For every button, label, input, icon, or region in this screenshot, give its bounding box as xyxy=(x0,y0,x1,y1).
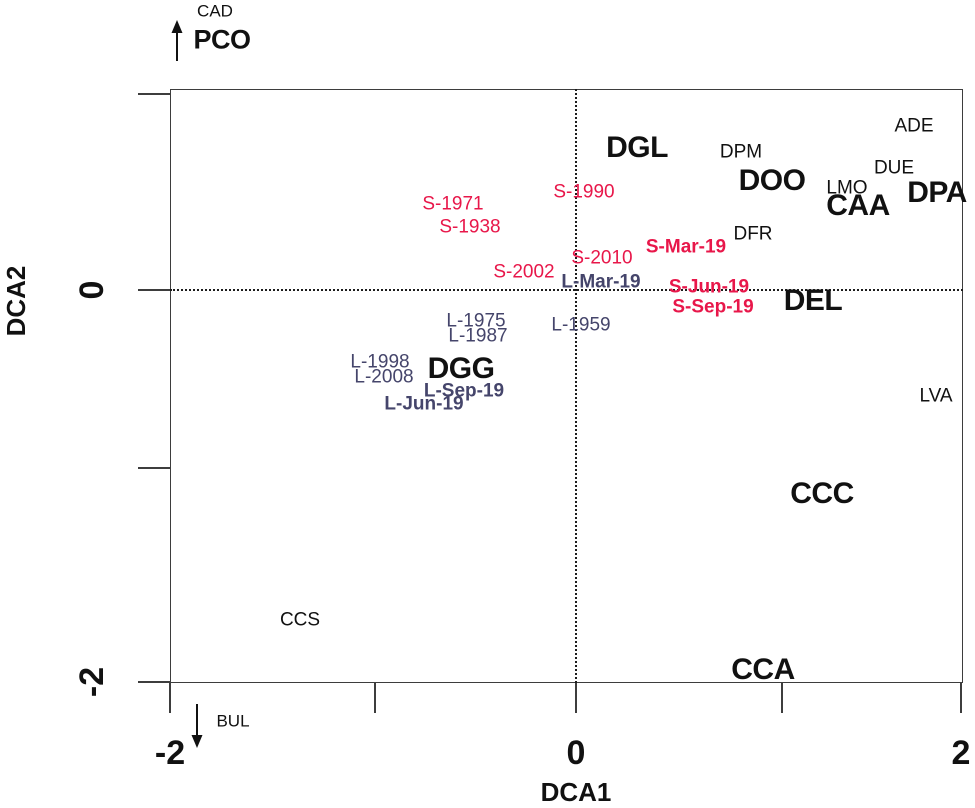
point-l-1959: L-1959 xyxy=(551,314,611,336)
x-tick-label: 2 xyxy=(951,734,971,772)
plot-area xyxy=(170,89,963,683)
y-axis-title: DCA2 xyxy=(1,265,31,337)
point-cca: CCA xyxy=(731,653,795,686)
y-tick xyxy=(138,93,170,95)
point-dgg: DGG xyxy=(427,352,495,385)
point-l-1975: L-1975 xyxy=(446,310,506,332)
point-caa: CAA xyxy=(826,189,890,222)
point-s-sep-19: S-Sep-19 xyxy=(672,296,754,318)
point-s-1938: S-1938 xyxy=(439,216,501,238)
x-tick xyxy=(960,683,962,713)
cad-label: CAD xyxy=(197,1,233,21)
x-tick xyxy=(374,683,376,713)
pco-label: PCO xyxy=(193,24,251,55)
point-lmo: LMO xyxy=(826,177,868,199)
point-del: DEL xyxy=(783,284,843,317)
point-s-1971: S-1971 xyxy=(422,193,484,215)
y-tick-label: 0 xyxy=(73,280,111,300)
zero-line-vertical xyxy=(575,89,577,683)
point-s-1990: S-1990 xyxy=(553,181,615,203)
point-l-1998: L-1998 xyxy=(350,351,410,373)
point-dgl: DGL xyxy=(606,131,668,164)
point-ccs: CCS xyxy=(279,609,321,631)
point-lva: LVA xyxy=(919,385,953,407)
down-arrow-icon xyxy=(191,704,203,748)
y-tick-label: -2 xyxy=(73,666,111,698)
point-l-sep-19: L-Sep-19 xyxy=(423,380,505,402)
bul-label: BUL xyxy=(216,711,250,731)
point-s-2010: S-2010 xyxy=(571,247,633,269)
x-axis-title: DCA1 xyxy=(540,777,612,807)
y-tick xyxy=(138,467,170,469)
y-tick xyxy=(138,681,170,683)
point-due: DUE xyxy=(873,157,915,179)
point-s-jun-19: S-Jun-19 xyxy=(668,276,750,298)
point-doo: DOO xyxy=(738,164,806,197)
y-tick xyxy=(138,289,170,291)
point-l-2008: L-2008 xyxy=(354,366,414,388)
point-ade: ADE xyxy=(894,115,934,137)
point-l-jun-19: L-Jun-19 xyxy=(384,393,464,415)
point-ccc: CCC xyxy=(790,477,854,510)
x-tick-label: -2 xyxy=(154,734,186,772)
point-s-2002: S-2002 xyxy=(493,261,555,283)
point-l-1987: L-1987 xyxy=(448,325,508,347)
up-arrow-icon xyxy=(171,20,183,61)
x-tick xyxy=(575,683,577,713)
point-s-mar-19: S-Mar-19 xyxy=(645,236,727,258)
point-l-mar-19: L-Mar-19 xyxy=(561,271,641,293)
x-tick-label: 0 xyxy=(566,734,586,772)
point-dfr: DFR xyxy=(733,223,773,245)
point-dpa: DPA xyxy=(907,176,967,209)
zero-line-horizontal xyxy=(170,289,963,291)
point-dpm: DPM xyxy=(719,141,763,163)
x-tick xyxy=(169,683,171,713)
x-tick xyxy=(781,683,783,713)
